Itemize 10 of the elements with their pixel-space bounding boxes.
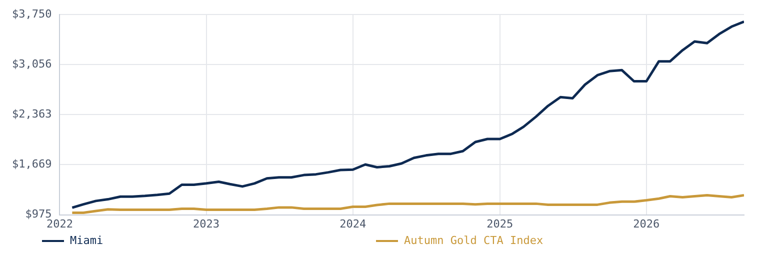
x-tick-label: 2025 — [486, 217, 514, 230]
x-tick-label: 2023 — [193, 217, 220, 230]
y-tick-label: $2,363 — [12, 108, 52, 121]
y-tick-label: $3,750 — [12, 7, 52, 20]
y-tick-label: $3,056 — [12, 58, 52, 71]
x-tick-label: 2026 — [633, 217, 660, 230]
y-tick-label: $1,669 — [12, 158, 52, 171]
legend-label: Autumn Gold CTA Index — [404, 234, 544, 247]
legend-label: Miami — [70, 234, 104, 247]
x-tick-label: 2024 — [340, 217, 366, 230]
